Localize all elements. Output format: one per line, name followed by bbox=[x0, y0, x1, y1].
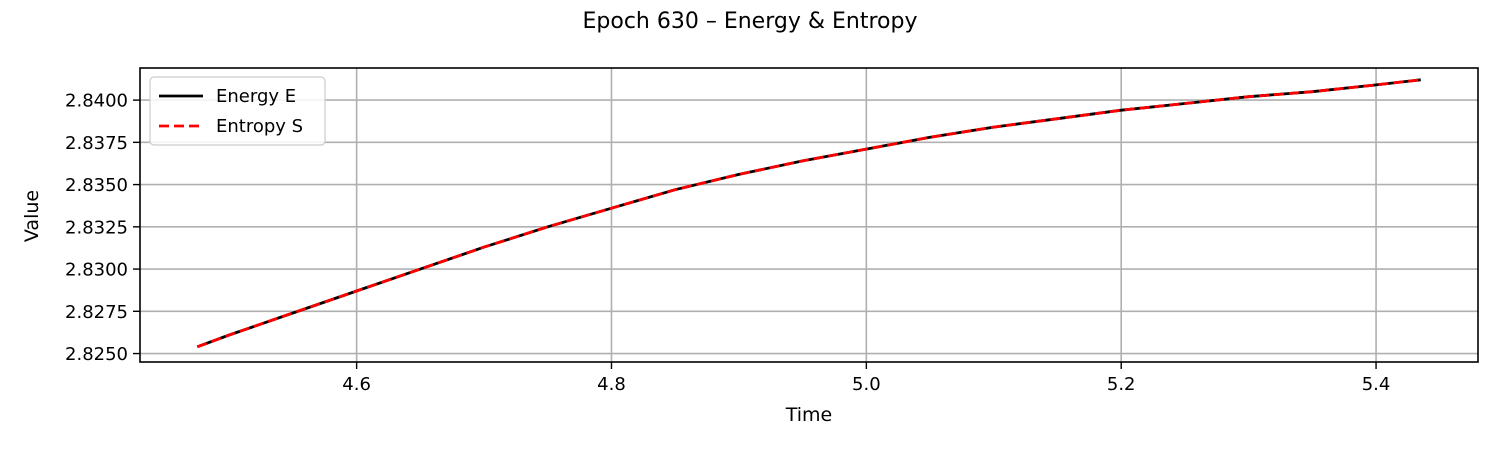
y-tick-label: 2.8300 bbox=[65, 260, 128, 281]
x-tick-label: 5.4 bbox=[1362, 374, 1391, 395]
x-tick-label: 4.8 bbox=[597, 374, 626, 395]
x-tick-label: 4.6 bbox=[342, 374, 371, 395]
y-tick-label: 2.8400 bbox=[65, 91, 128, 112]
y-tick-label: 2.8275 bbox=[65, 302, 128, 323]
x-tick-label: 5.0 bbox=[852, 374, 881, 395]
y-tick-label: 2.8250 bbox=[65, 344, 128, 365]
axis-ticks: 4.6 4.8 5.0 5.2 5.4 2.8250 2.8275 2.8300 2.8325 2… bbox=[65, 91, 1390, 395]
x-axis-label: Time bbox=[785, 404, 833, 426]
y-tick-label: 2.8375 bbox=[65, 133, 128, 154]
legend-label-entropy: Entropy S bbox=[216, 116, 303, 137]
grid-lines bbox=[140, 68, 1478, 362]
x-tick-label: 5.2 bbox=[1107, 374, 1136, 395]
series-line-entropy bbox=[196, 78, 1421, 349]
y-tick-label: 2.8325 bbox=[65, 217, 128, 238]
y-axis-label: Value bbox=[21, 190, 43, 242]
y-tick-label: 2.8350 bbox=[65, 175, 128, 196]
plot-frame bbox=[139, 67, 1479, 363]
legend-box bbox=[149, 76, 326, 146]
chart-title: Epoch 630 – Energy & Entropy bbox=[583, 9, 918, 34]
legend: Energy E Entropy S bbox=[149, 76, 326, 146]
data-series bbox=[196, 78, 1421, 349]
legend-label-energy: Energy E bbox=[216, 86, 296, 107]
plot-area bbox=[140, 68, 1478, 362]
